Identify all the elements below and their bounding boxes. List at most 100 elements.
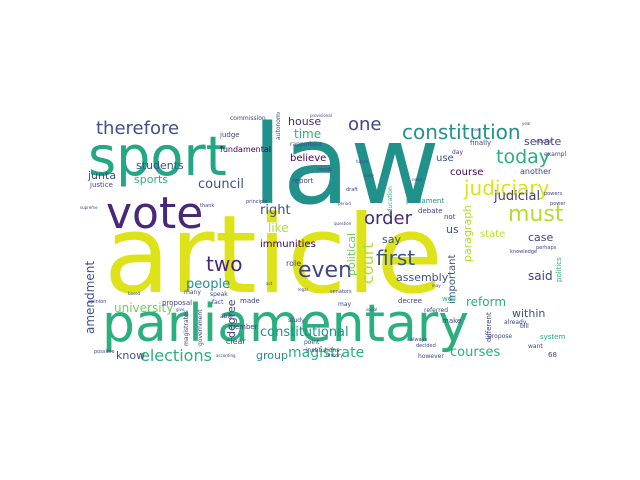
word-order: order (364, 208, 412, 229)
word-judge: judge (220, 131, 240, 139)
word-senators: senators (330, 289, 352, 295)
word-even: even (298, 258, 353, 283)
word-house: house (288, 115, 322, 128)
word-powers: powers (544, 191, 563, 197)
word-said: said (528, 269, 553, 283)
word-therefore: therefore (96, 118, 180, 139)
word-commission: commission (230, 115, 266, 122)
word-parliament: parliament (406, 197, 445, 205)
word-act: act (266, 281, 273, 286)
word-already: already (504, 319, 527, 326)
word-today: today (496, 146, 551, 168)
word-decided: decided (416, 343, 436, 349)
word-judicial: judicial (494, 189, 541, 204)
word-able: able (220, 313, 233, 320)
word-power: power (550, 201, 566, 207)
word-based: based (128, 291, 141, 296)
word-need: need (412, 177, 422, 182)
word-made: made (240, 297, 260, 305)
word-us: us (446, 223, 459, 236)
word-course: course (450, 167, 484, 178)
word-possible: possible (94, 349, 115, 355)
word-year: year (522, 121, 531, 126)
word-new: new (472, 127, 481, 132)
word-people: people (186, 277, 231, 292)
word-magistrate: magistrate (288, 345, 365, 361)
word-member: member (228, 323, 258, 331)
word-according: according (216, 353, 236, 358)
word-sport: sport (88, 125, 227, 188)
word-elections: elections (140, 346, 212, 365)
word-role: role (286, 259, 302, 268)
word-cloud: article law parliamentary sport vote con… (80, 112, 566, 368)
word-history: history (326, 353, 344, 359)
word-know: know (116, 349, 146, 362)
word-may-2: may (432, 283, 441, 288)
word-right: right (260, 203, 291, 218)
word-courses: courses (450, 345, 501, 360)
word-senate: senate (524, 135, 562, 148)
word-future: future (356, 159, 369, 164)
word-two: two (206, 252, 243, 276)
word-institutions: institutions (306, 347, 340, 354)
word-article: article (104, 193, 443, 318)
word-opinion: opinion (88, 299, 107, 305)
word-system: system (540, 333, 566, 341)
word-justice: justice (90, 181, 113, 189)
word-another: another (520, 167, 552, 176)
word-university: university (114, 301, 174, 315)
word-bill: bill (520, 323, 529, 330)
word-example: example (544, 151, 566, 158)
word-give: give (176, 307, 185, 312)
word-education: education (387, 186, 394, 216)
word-report: report (292, 177, 314, 185)
word-time: time (294, 127, 322, 141)
word-paragraph: paragraph (461, 204, 474, 262)
word-knowledge: knowledge (510, 249, 538, 255)
word-result: result (318, 167, 333, 173)
word-autonomous: autonomous (275, 112, 282, 140)
word-finally: finally (470, 139, 492, 147)
word-political: political (345, 232, 358, 276)
word-students: students (136, 159, 184, 172)
word-immunities: immunities (260, 239, 316, 250)
word-day: day (452, 149, 464, 156)
word-want: want (528, 343, 543, 350)
word-doctor: doctor (536, 139, 553, 145)
word-junta: junta (88, 169, 117, 182)
word-provisional: provisional (310, 113, 332, 118)
word-propose: propose (488, 333, 513, 340)
word-make: make (442, 317, 462, 325)
word-fact: fact (212, 299, 224, 306)
word-constitutional: constitutional (260, 325, 349, 340)
word-proposal: proposal (162, 299, 193, 307)
word-case: case (528, 231, 554, 244)
word-speak: speak (210, 291, 228, 298)
word-referred: referred (424, 307, 449, 314)
word-magistrates: magistrates (183, 310, 190, 346)
word-study: study (288, 317, 305, 324)
word-must: must (508, 202, 564, 227)
word-use: use (436, 153, 454, 164)
word-principle: principle (246, 199, 268, 205)
word-like: like (268, 221, 289, 235)
word-parliamentary: parliamentary (102, 294, 470, 354)
word-debate: debate (418, 207, 443, 215)
word-one: one (348, 114, 382, 135)
word-first: first (376, 246, 416, 270)
word-law: law (252, 112, 440, 229)
word-state: state (480, 229, 506, 240)
word-thank: thank (200, 203, 215, 209)
word-not: not (444, 213, 456, 221)
word-constitution: constitution (402, 120, 521, 144)
word-group: group (256, 349, 288, 362)
word-government: government (197, 309, 204, 346)
word-politics: politics (555, 257, 563, 282)
word-within: within (512, 307, 546, 320)
word-believe: believe (290, 153, 327, 164)
word-clear: clear (226, 337, 246, 346)
word-body: body (364, 173, 374, 178)
word-social: social (366, 307, 378, 312)
word-always: always (410, 337, 428, 343)
